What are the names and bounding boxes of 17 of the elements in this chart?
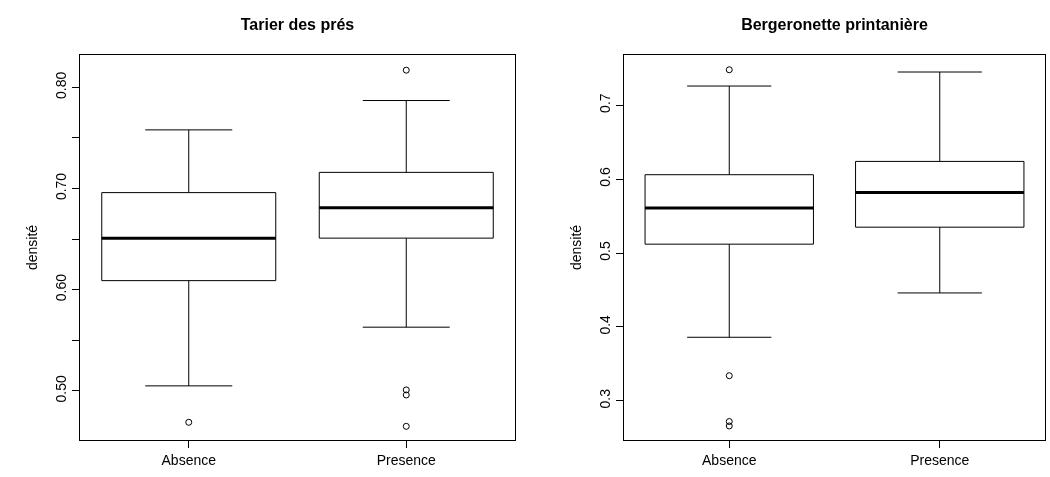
y-tick-label: 0.50: [53, 374, 70, 403]
x-tick-label: Absence: [161, 451, 217, 468]
y-tick-label: 0.70: [53, 172, 70, 201]
y-tick-label: 0.6: [597, 167, 614, 187]
y-axis-title: densité: [568, 224, 584, 271]
y-tick-label: 0.5: [597, 241, 614, 261]
chart-title: Tarier des prés: [240, 16, 355, 34]
x-tick-label: Presence: [910, 451, 970, 468]
y-tick-label: 0.80: [53, 71, 70, 99]
y-tick-label: 0.7: [597, 93, 614, 113]
y-tick-label: 0.60: [53, 273, 70, 302]
y-axis-title: densité: [24, 224, 40, 271]
x-tick-label: Presence: [376, 451, 437, 468]
chart-title: Bergeronette printanière: [741, 16, 928, 34]
x-tick-label: Absence: [702, 451, 757, 468]
y-tick-label: 0.4: [597, 314, 614, 335]
y-tick-label: 0.3: [597, 388, 614, 409]
